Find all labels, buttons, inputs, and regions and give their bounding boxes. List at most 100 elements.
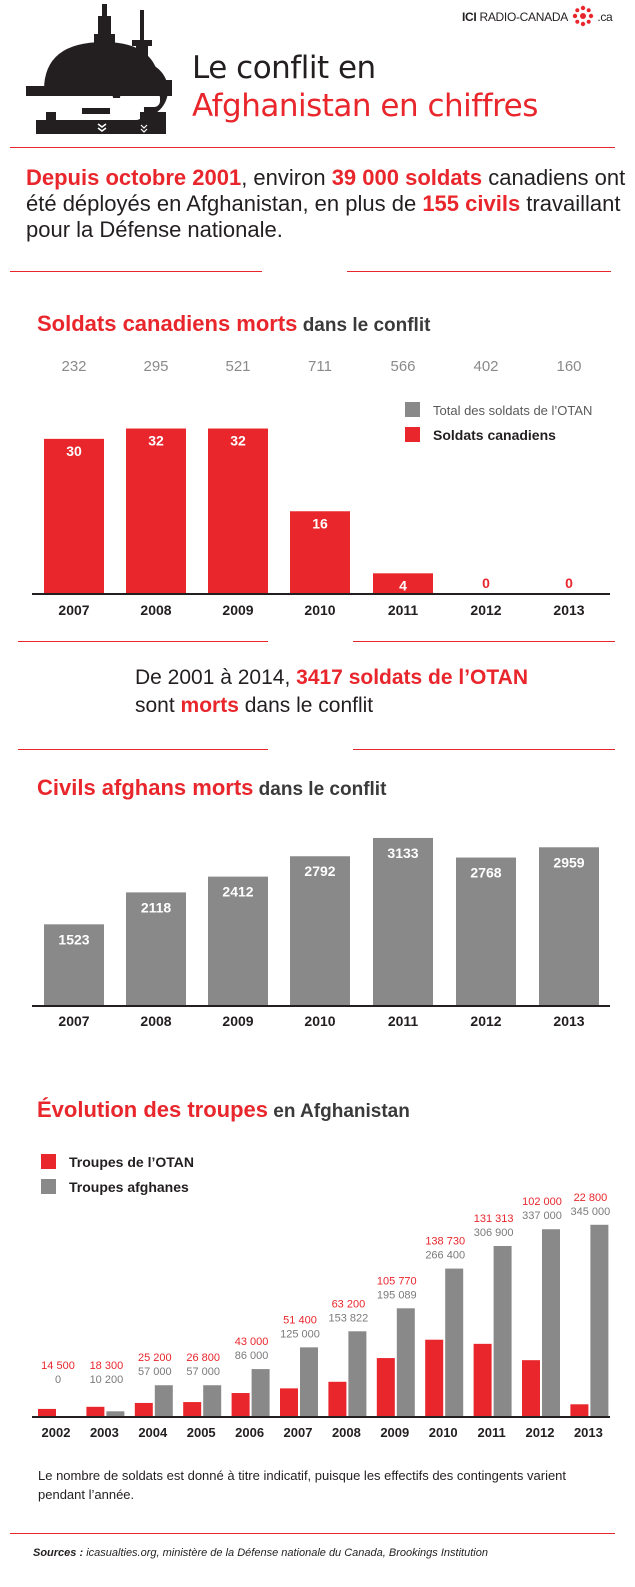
nato-troops-value-label: 18 300 <box>90 1360 124 1372</box>
logo-ici: ICI <box>462 10 477 25</box>
chart-troops-evolution: Troupes de l’OTAN Troupes afghanes 14 500 0… <box>32 1154 610 1440</box>
nato-troops-value-label: 26 800 <box>186 1352 220 1364</box>
nato-deaths-count: 3417 soldats de l’OTAN <box>296 666 528 689</box>
bar-civilian-deaths <box>290 856 350 1006</box>
x-tick-label: 2013 <box>574 1425 603 1440</box>
nato-total-label: 521 <box>225 358 250 375</box>
nato-total-label: 160 <box>556 358 581 375</box>
bar-value-label: 16 <box>312 515 328 531</box>
bar-nato-troops <box>328 1381 347 1417</box>
radio-canada-gem-icon <box>573 5 594 27</box>
bar-canadian-deaths <box>373 573 433 594</box>
bar-nato-troops <box>570 1404 589 1417</box>
nato-total-label: 402 <box>473 358 498 375</box>
intro-text: canadiens ont été déployés en Afghanista… <box>26 165 626 216</box>
bar-nato-troops <box>38 1408 56 1417</box>
x-tick-label: 2013 <box>553 1013 584 1029</box>
nato-troops-value-label: 138 730 <box>425 1236 465 1248</box>
x-tick-label: 2011 <box>388 602 419 618</box>
bar-civilian-deaths <box>126 892 186 1006</box>
intro-soldiers-count: 39 000 soldats <box>331 165 483 190</box>
bar-canadian-deaths <box>44 438 104 594</box>
x-tick-label: 2007 <box>58 1013 89 1029</box>
x-tick-label: 2010 <box>429 1425 458 1440</box>
x-tick-label: 2011 <box>388 1013 419 1029</box>
x-tick-label: 2010 <box>304 1013 335 1029</box>
divider <box>10 271 262 272</box>
sources-label: Sources : <box>33 1547 84 1559</box>
legend-label-canadian: Soldats canadiens <box>433 427 556 443</box>
bar-nato-troops <box>522 1360 540 1417</box>
nato-troops-value-label: 63 200 <box>332 1298 366 1310</box>
bar-value-label: 0 <box>565 575 573 591</box>
divider <box>18 641 268 642</box>
x-tick-label: 2004 <box>138 1425 168 1440</box>
nato-total-label: 711 <box>308 358 332 375</box>
nato-troops-value-label: 43 000 <box>235 1336 269 1348</box>
x-tick-label: 2008 <box>140 1013 171 1029</box>
bar-nato-troops <box>183 1402 202 1417</box>
legend-label-nato: Troupes de l’OTAN <box>69 1154 194 1170</box>
divider <box>347 271 611 272</box>
nato-deaths-statement: De 2001 à 2014, 3417 soldats de l’OTAN s… <box>135 664 528 720</box>
bar-civilian-deaths <box>44 924 104 1006</box>
bar-nato-troops <box>231 1393 250 1417</box>
bar-canadian-deaths <box>290 511 350 594</box>
bar-afghan-troops <box>154 1385 173 1417</box>
legend-label-nato: Total des soldats de l’OTAN <box>433 403 592 418</box>
x-tick-label: 2008 <box>332 1425 361 1440</box>
intro-civils-count: 155 civils <box>422 191 521 216</box>
bar-value-label: 2792 <box>304 863 335 879</box>
sources-text: icasualties.org, ministère de la Défense… <box>83 1547 488 1559</box>
bar-afghan-troops <box>493 1246 512 1417</box>
divider <box>10 147 615 148</box>
bar-afghan-troops <box>203 1385 222 1417</box>
bar-nato-troops <box>280 1388 298 1417</box>
afghan-troops-value-label: 195 089 <box>377 1289 417 1301</box>
bar-nato-troops <box>86 1406 105 1417</box>
nato-troops-value-label: 22 800 <box>574 1192 608 1204</box>
bar-value-label: 32 <box>230 433 246 449</box>
section-title-sub: dans le conflit <box>253 779 387 800</box>
sources: Sources : icasualties.org, ministère de … <box>33 1547 488 1559</box>
legend-swatch-canadian <box>405 427 420 442</box>
afghan-troops-value-label: 86 000 <box>235 1350 269 1362</box>
bar-value-label: 0 <box>482 575 490 591</box>
bar-value-label: 1523 <box>58 931 89 947</box>
divider <box>353 749 615 750</box>
x-tick-label: 2007 <box>284 1425 313 1440</box>
section-title-sub: en Afghanistan <box>268 1101 410 1122</box>
bar-nato-troops <box>425 1339 444 1417</box>
x-tick-label: 2013 <box>553 602 584 618</box>
afghan-troops-value-label: 306 900 <box>474 1227 514 1239</box>
radio-canada-logo[interactable]: ICI RADIO-CANADA .ca <box>462 5 613 27</box>
legend-swatch-afghan <box>41 1179 56 1194</box>
soldiers-illustration-icon <box>26 4 172 134</box>
logo-suffix: .ca <box>597 10 613 25</box>
afghan-troops-value-label: 57 000 <box>138 1366 172 1378</box>
bar-value-label: 2412 <box>222 884 253 900</box>
afghan-troops-value-label: 153 822 <box>329 1312 369 1324</box>
x-tick-label: 2002 <box>42 1425 71 1440</box>
nato-troops-value-label: 14 500 <box>41 1360 75 1372</box>
bar-value-label: 3133 <box>387 845 418 861</box>
afghan-troops-value-label: 125 000 <box>280 1328 320 1340</box>
x-tick-label: 2012 <box>470 602 501 618</box>
bar-nato-troops <box>376 1358 395 1417</box>
x-tick-label: 2010 <box>304 602 335 618</box>
x-tick-label: 2009 <box>222 1013 253 1029</box>
bar-afghan-troops <box>348 1331 367 1417</box>
section-title-main: Évolution des troupes <box>37 1097 269 1122</box>
nato-total-label: 295 <box>143 358 168 375</box>
footnote: Le nombre de soldats est donné à titre i… <box>38 1468 567 1502</box>
bar-nato-troops <box>473 1343 492 1417</box>
nato-text: De 2001 à 2014, <box>135 666 297 689</box>
x-tick-label: 2012 <box>470 1013 501 1029</box>
divider <box>10 1533 615 1534</box>
page-title-line2: Afghanistan en chiffres <box>192 88 538 124</box>
divider <box>18 749 268 750</box>
bar-value-label: 2118 <box>141 899 172 915</box>
x-tick-label: 2011 <box>477 1425 505 1440</box>
nato-text: sont <box>135 694 181 717</box>
afghan-troops-value-label: 0 <box>55 1374 61 1386</box>
